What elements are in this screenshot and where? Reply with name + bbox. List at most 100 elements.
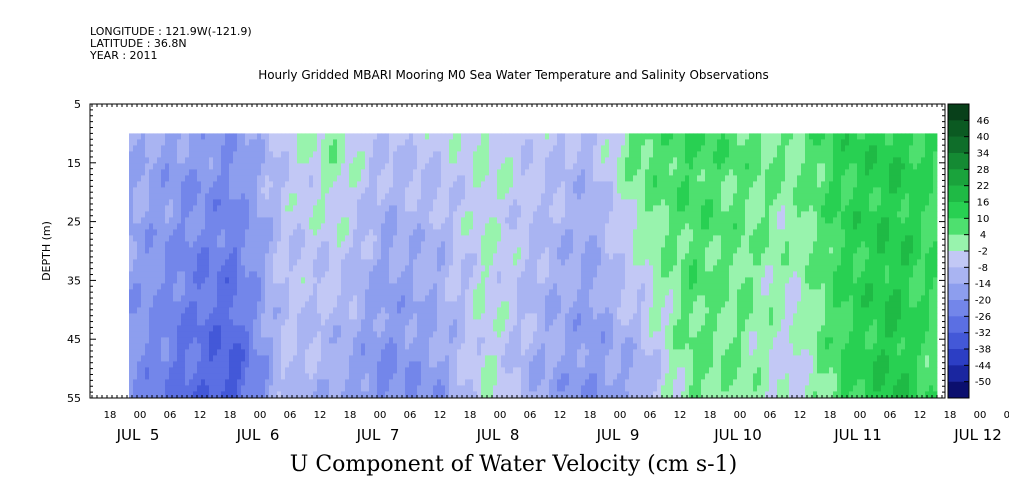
heatmap-cell xyxy=(541,391,546,398)
heatmap-cell xyxy=(137,169,142,176)
heatmap-cell xyxy=(393,307,398,314)
heatmap-cell xyxy=(249,247,254,254)
heatmap-cell xyxy=(221,271,226,278)
heatmap-cell xyxy=(561,259,566,266)
heatmap-cell xyxy=(153,277,158,284)
heatmap-cell xyxy=(281,373,286,380)
heatmap-cell xyxy=(185,391,190,398)
heatmap-cell xyxy=(377,385,382,392)
heatmap-cell xyxy=(153,193,158,200)
heatmap-cell xyxy=(413,349,418,356)
heatmap-cell xyxy=(557,331,562,338)
heatmap-cell xyxy=(405,193,410,200)
heatmap-cell xyxy=(321,205,326,212)
heatmap-cell xyxy=(569,217,574,224)
heatmap-cell xyxy=(293,367,298,374)
heatmap-cell xyxy=(181,271,186,278)
heatmap-cell xyxy=(461,325,466,332)
heatmap-cell xyxy=(309,277,314,284)
heatmap-cell xyxy=(321,211,326,218)
heatmap-cell xyxy=(529,205,534,212)
heatmap-cell xyxy=(393,325,398,332)
heatmap-cell xyxy=(353,391,358,398)
heatmap-cell xyxy=(437,199,442,206)
heatmap-cell xyxy=(289,229,294,236)
heatmap-cell xyxy=(133,181,138,188)
heatmap-cell xyxy=(265,271,270,278)
heatmap-cell xyxy=(133,307,138,314)
heatmap-cell xyxy=(561,277,566,284)
heatmap-cell xyxy=(189,217,194,224)
heatmap-cell xyxy=(445,331,450,338)
heatmap-cell xyxy=(317,193,322,200)
heatmap-cell xyxy=(297,241,302,248)
heatmap-cell xyxy=(545,355,550,362)
heatmap-cell xyxy=(473,133,478,140)
heatmap-cell xyxy=(485,247,490,254)
heatmap-cell xyxy=(477,139,482,146)
heatmap-cell xyxy=(193,355,198,362)
heatmap-cell xyxy=(445,199,450,206)
heatmap-cell xyxy=(537,355,542,362)
heatmap-cell xyxy=(149,241,154,248)
heatmap-cell xyxy=(345,367,350,374)
heatmap-cell xyxy=(321,193,326,200)
heatmap-cell xyxy=(525,205,530,212)
heatmap-cell xyxy=(221,337,226,344)
heatmap-cell xyxy=(317,265,322,272)
heatmap-cell xyxy=(341,367,346,374)
heatmap-cell xyxy=(353,223,358,230)
heatmap-cell xyxy=(445,259,450,266)
heatmap-cell xyxy=(457,241,462,248)
heatmap-cell xyxy=(177,253,182,260)
heatmap-cell xyxy=(369,187,374,194)
heatmap-cell xyxy=(409,307,414,314)
heatmap-cell xyxy=(285,301,290,308)
heatmap-cell xyxy=(521,307,526,314)
heatmap-cell xyxy=(453,391,458,398)
heatmap-cell xyxy=(173,235,178,242)
heatmap-cell xyxy=(481,211,486,218)
heatmap-cell xyxy=(269,385,274,392)
heatmap-cell xyxy=(213,181,218,188)
heatmap-cell xyxy=(429,241,434,248)
heatmap-cell xyxy=(301,157,306,164)
heatmap-cell xyxy=(413,133,418,140)
heatmap-cell xyxy=(537,379,542,386)
heatmap-cell xyxy=(233,361,238,368)
heatmap-cell xyxy=(165,235,170,242)
heatmap-cell xyxy=(381,247,386,254)
heatmap-cell xyxy=(389,265,394,272)
heatmap-cell xyxy=(313,355,318,362)
heatmap-cell xyxy=(389,373,394,380)
heatmap-cell xyxy=(389,133,394,140)
heatmap-cell xyxy=(341,259,346,266)
heatmap-cell xyxy=(281,217,286,224)
heatmap-cell xyxy=(377,211,382,218)
heatmap-cell xyxy=(281,307,286,314)
heatmap-cell xyxy=(517,289,522,296)
heatmap-cell xyxy=(545,361,550,368)
heatmap-cell xyxy=(269,337,274,344)
heatmap-cell xyxy=(465,163,470,170)
heatmap-cell xyxy=(137,175,142,182)
heatmap-cell xyxy=(301,265,306,272)
heatmap-cell xyxy=(417,133,422,140)
heatmap-cell xyxy=(493,343,498,350)
heatmap-cell xyxy=(445,391,450,398)
heatmap-cell xyxy=(561,169,566,176)
heatmap-cell xyxy=(513,223,518,230)
heatmap-cell xyxy=(521,169,526,176)
heatmap-cell xyxy=(409,157,414,164)
heatmap-cell xyxy=(425,325,430,332)
heatmap-cell xyxy=(349,235,354,242)
heatmap-cell xyxy=(145,175,150,182)
heatmap-cell xyxy=(277,355,282,362)
heatmap-cell xyxy=(293,187,298,194)
heatmap-cell xyxy=(525,175,530,182)
heatmap-cell xyxy=(409,193,414,200)
heatmap-cell xyxy=(301,319,306,326)
heatmap-cell xyxy=(333,277,338,284)
heatmap-cell xyxy=(533,187,538,194)
heatmap-cell xyxy=(129,295,134,302)
